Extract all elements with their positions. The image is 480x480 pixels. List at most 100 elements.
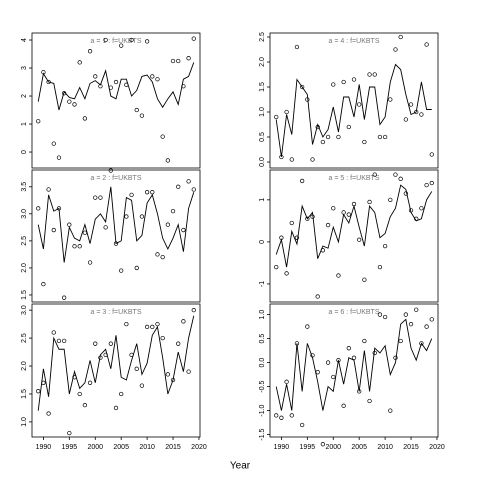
y-tick-label: 0.0 bbox=[259, 358, 266, 368]
point bbox=[382, 243, 388, 249]
y-tick-label: 1.5 bbox=[21, 389, 28, 399]
y-tick-label: -1 bbox=[259, 281, 266, 287]
point bbox=[346, 346, 351, 351]
point bbox=[346, 124, 351, 130]
point bbox=[61, 338, 67, 344]
point bbox=[134, 265, 139, 271]
point bbox=[279, 415, 284, 420]
panel-title: a = 4 : f=UKBTS bbox=[329, 38, 380, 45]
point bbox=[181, 319, 186, 324]
y-tick-label: 1 bbox=[21, 122, 28, 126]
point bbox=[299, 84, 305, 90]
point bbox=[82, 116, 88, 121]
point bbox=[382, 134, 388, 140]
panel-frame bbox=[269, 32, 439, 169]
x-axis-label: Year bbox=[230, 461, 251, 472]
point bbox=[134, 107, 139, 113]
point bbox=[119, 391, 124, 397]
point bbox=[310, 157, 315, 162]
point bbox=[274, 114, 279, 120]
point bbox=[377, 312, 383, 317]
point bbox=[170, 208, 176, 214]
point bbox=[398, 338, 403, 344]
point bbox=[119, 43, 124, 48]
point bbox=[155, 321, 160, 327]
point bbox=[36, 389, 41, 394]
point bbox=[403, 191, 409, 196]
x-tick-label: 2015 bbox=[403, 444, 419, 451]
point bbox=[367, 398, 372, 404]
point bbox=[186, 56, 191, 61]
x-tick-label: 2000 bbox=[325, 444, 341, 451]
point bbox=[414, 307, 419, 312]
point bbox=[382, 314, 388, 320]
point bbox=[388, 97, 393, 102]
point bbox=[408, 102, 414, 107]
point bbox=[160, 335, 165, 341]
point bbox=[41, 281, 46, 287]
fit-line bbox=[37, 315, 195, 411]
point bbox=[82, 230, 88, 235]
point bbox=[56, 155, 62, 160]
point bbox=[289, 157, 294, 162]
point bbox=[186, 179, 191, 184]
x-tick-label: 2015 bbox=[165, 444, 181, 451]
point bbox=[87, 380, 93, 385]
point bbox=[77, 391, 82, 397]
point bbox=[346, 212, 351, 217]
point bbox=[72, 244, 77, 249]
panel-title: a = 3 : f=UKBTS bbox=[91, 309, 142, 316]
point bbox=[284, 109, 289, 115]
point bbox=[56, 338, 62, 344]
point bbox=[67, 99, 72, 104]
point bbox=[377, 264, 383, 270]
y-tick-label: -1.5 bbox=[259, 428, 266, 440]
point bbox=[108, 341, 113, 346]
point bbox=[87, 260, 93, 265]
y-tick-label: 1.0 bbox=[259, 107, 266, 117]
point bbox=[336, 134, 341, 140]
point bbox=[51, 227, 56, 233]
point bbox=[393, 47, 398, 52]
x-tick-label: 1990 bbox=[36, 444, 52, 451]
point bbox=[424, 42, 429, 47]
x-tick-label: 2010 bbox=[139, 444, 155, 451]
panel-frame bbox=[31, 303, 201, 438]
y-tick-label: -0.5 bbox=[259, 380, 266, 392]
point bbox=[176, 341, 181, 346]
point bbox=[93, 341, 98, 346]
point bbox=[36, 206, 41, 211]
y-tick-label: 0.5 bbox=[259, 132, 266, 142]
point bbox=[403, 312, 409, 317]
point bbox=[424, 182, 429, 188]
y-tick-label: 2 bbox=[21, 94, 28, 98]
y-tick-label: 3.0 bbox=[21, 305, 28, 315]
x-tick-label: 2005 bbox=[351, 444, 367, 451]
point bbox=[408, 322, 414, 327]
fit-line bbox=[275, 63, 432, 158]
x-tick-label: 1990 bbox=[274, 444, 290, 451]
point bbox=[103, 225, 108, 230]
y-tick-label: 4 bbox=[21, 38, 28, 42]
point bbox=[160, 134, 165, 139]
point bbox=[77, 60, 82, 65]
point bbox=[160, 254, 165, 260]
point bbox=[144, 190, 150, 195]
point bbox=[398, 176, 403, 181]
y-tick-label: 1 bbox=[259, 198, 266, 202]
point bbox=[77, 244, 82, 249]
y-tick-label: 0.0 bbox=[259, 157, 266, 167]
panel-title: a = 5 : f=UKBTS bbox=[329, 175, 380, 182]
point bbox=[372, 72, 377, 77]
x-tick-label: 2000 bbox=[87, 444, 103, 451]
point bbox=[191, 36, 196, 41]
point bbox=[139, 383, 145, 388]
y-tick-label: 1.5 bbox=[21, 290, 28, 300]
point bbox=[393, 172, 398, 177]
point bbox=[367, 199, 372, 205]
point bbox=[176, 184, 181, 189]
point bbox=[424, 324, 429, 329]
point bbox=[331, 82, 336, 87]
point bbox=[108, 168, 113, 173]
point bbox=[341, 79, 346, 85]
